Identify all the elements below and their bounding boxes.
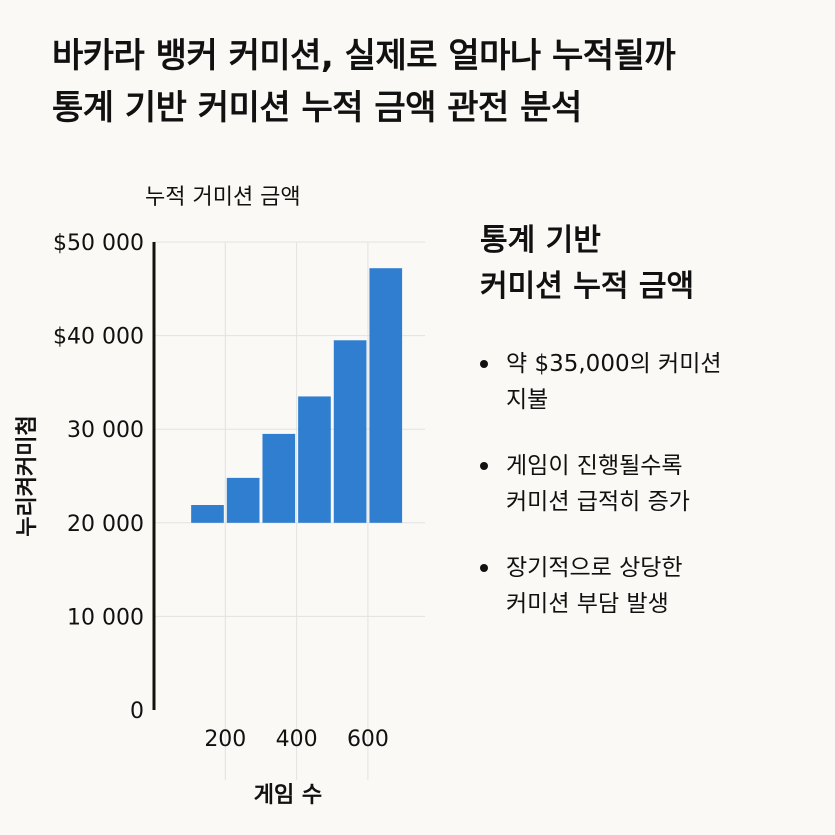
x-tick-label: 600 bbox=[347, 727, 389, 752]
bullet-item: 게임이 진행될수록 커미션 급적히 증가 bbox=[480, 448, 820, 520]
bar bbox=[333, 340, 367, 523]
panel-heading: 통계 기반 커미션 누적 금액 bbox=[480, 218, 820, 310]
bullet-item: 장기적으로 상당한 커미션 부담 발생 bbox=[480, 550, 820, 622]
bullet-text: 지불 bbox=[506, 387, 549, 413]
bar bbox=[262, 433, 296, 523]
bullet-dot-icon bbox=[480, 360, 488, 368]
bullet-text: 약 $35,000의 커미션 bbox=[506, 351, 722, 377]
bullet-dot-icon bbox=[480, 564, 488, 572]
bullet-list: 약 $35,000의 커미션 지불 게임이 진행될수록 커미션 급적히 증가 장… bbox=[480, 346, 820, 622]
x-tick-label: 400 bbox=[276, 727, 318, 752]
chart-tick-labels: 0 10 000 20 000 30 000 $40 000 $50 000 200 400 6… bbox=[53, 231, 389, 752]
x-tick-label: 200 bbox=[204, 727, 246, 752]
bar-chart: 누적 거미션 금액 0 10 000 20 000 30 000 $40 000 $50 … bbox=[15, 185, 425, 808]
bullet-text: 커미션 부담 발생 bbox=[506, 591, 669, 617]
bullet-text: 게임이 진행될수록 bbox=[506, 453, 683, 479]
y-tick-label: 30 000 bbox=[67, 418, 144, 443]
chart-title: 누적 거미션 금액 bbox=[145, 185, 301, 210]
chart-bars bbox=[191, 268, 403, 523]
bar bbox=[191, 505, 224, 523]
bullet-item: 약 $35,000의 커미션 지불 bbox=[480, 346, 820, 418]
y-tick-label: 0 bbox=[130, 699, 144, 724]
bullet-text: 커미션 급적히 증가 bbox=[506, 489, 690, 515]
y-axis-label: 누리켜커미첨 bbox=[15, 415, 40, 536]
y-tick-label: $50 000 bbox=[53, 231, 144, 256]
y-tick-label: $40 000 bbox=[53, 325, 144, 350]
y-tick-label: 10 000 bbox=[67, 605, 144, 630]
bar bbox=[226, 477, 260, 523]
title-line-2: 통계 기반 커미션 누적 금액 관전 분석 bbox=[52, 88, 582, 128]
bar bbox=[369, 268, 403, 523]
bar bbox=[298, 396, 331, 523]
panel-heading-line-2: 커미션 누적 금액 bbox=[480, 269, 695, 304]
title-line-1: 바카라 뱅커 커미션, 실제로 얼마나 누적될까 bbox=[52, 36, 676, 76]
page-title: 바카라 뱅커 커미션, 실제로 얼마나 누적될까 통계 기반 커미션 누적 금액… bbox=[52, 30, 822, 134]
x-axis-label: 게임 수 bbox=[254, 783, 322, 808]
summary-panel: 통계 기반 커미션 누적 금액 약 $35,000의 커미션 지불 게임이 진행… bbox=[480, 218, 820, 652]
panel-heading-line-1: 통계 기반 bbox=[480, 223, 601, 258]
y-tick-label: 20 000 bbox=[67, 512, 144, 537]
bullet-text: 장기적으로 상당한 bbox=[506, 555, 683, 581]
bullet-dot-icon bbox=[480, 462, 488, 470]
